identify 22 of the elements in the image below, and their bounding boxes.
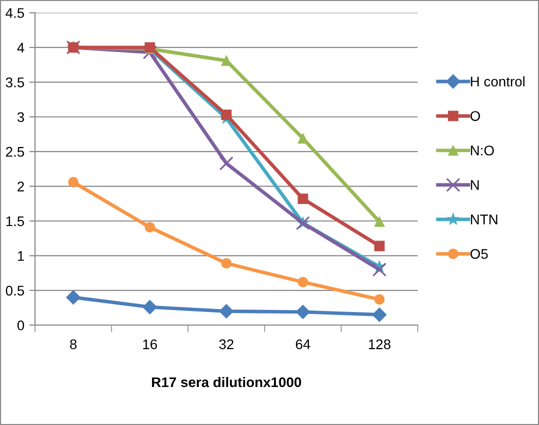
x-tick-label: 32 <box>219 339 234 350</box>
x-tick-label: 8 <box>70 339 77 350</box>
legend-label: H control <box>470 76 524 86</box>
y-tick-label: 4.5 <box>6 8 24 18</box>
x-tick-label: 16 <box>143 339 157 350</box>
x-axis-title: R17 sera dilutionx1000 <box>152 376 302 388</box>
y-tick-label: 1.5 <box>6 216 24 226</box>
y-tick-label: 3.5 <box>6 78 24 88</box>
y-tick-label: 0.5 <box>6 286 24 296</box>
legend-label: NTN <box>470 214 498 224</box>
y-tick-label: 0 <box>17 320 24 330</box>
y-tick-label: 3 <box>17 112 24 122</box>
legend-label: N <box>470 180 479 190</box>
y-tick-label: 1 <box>18 251 24 261</box>
y-tick-label: 4 <box>17 42 24 52</box>
legend-label: N:O <box>470 146 494 156</box>
y-tick-label: 2 <box>18 182 24 192</box>
y-tick-label: 2.5 <box>6 146 24 157</box>
x-tick-label: 128 <box>368 339 390 350</box>
legend-label: O5 <box>470 249 488 259</box>
x-tick-label: 64 <box>296 339 310 350</box>
legend-label: O <box>470 111 480 121</box>
